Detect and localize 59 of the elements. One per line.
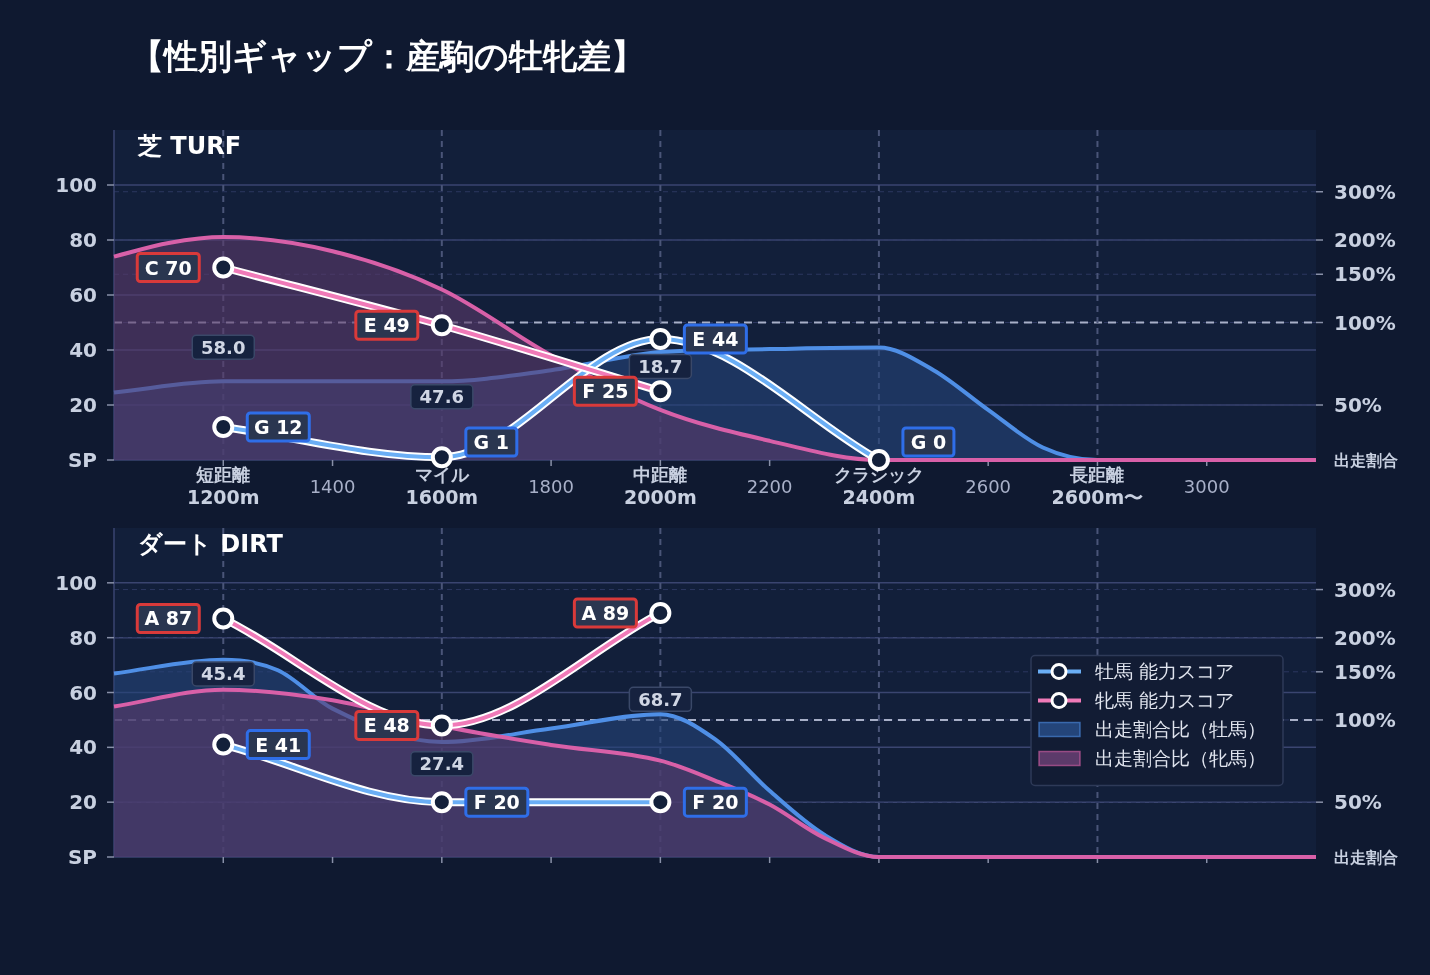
y2-axis-title: 出走割合 xyxy=(1334,451,1398,470)
y-tick-label: 40 xyxy=(69,735,97,760)
legend-label: 牝馬 能力スコア xyxy=(1095,688,1235,711)
chart-subtitle: ダート DIRT xyxy=(138,530,284,558)
data-label: F 25 xyxy=(582,380,629,403)
legend-label: 出走割合比（牡馬） xyxy=(1095,717,1266,740)
y-tick-label: 80 xyxy=(69,625,97,650)
data-label: E 49 xyxy=(363,314,410,337)
y2-tick-label: 50% xyxy=(1334,790,1382,815)
data-label: G 0 xyxy=(910,431,947,453)
data-label: F 20 xyxy=(473,791,520,814)
annotation: 58.0 xyxy=(201,336,246,358)
y-tick-label: 100 xyxy=(55,173,97,197)
y-tick-label: SP xyxy=(67,845,97,869)
y2-tick-label: 50% xyxy=(1334,393,1382,418)
x-tick-label: 長距離 2600m〜 xyxy=(1051,464,1144,508)
x-tick-label: 1400 xyxy=(309,476,356,497)
data-label: F 20 xyxy=(692,791,739,814)
data-label: A 87 xyxy=(144,607,193,630)
data-label: G 12 xyxy=(253,416,303,438)
annotation: 47.6 xyxy=(419,386,465,408)
data-label: G 1 xyxy=(473,431,510,453)
x-tick-label: 3000 xyxy=(1183,476,1230,497)
y2-tick-label: 200% xyxy=(1334,625,1396,650)
y-tick-label: SP xyxy=(67,448,97,472)
x-tick-label: 短距離 1200m xyxy=(186,464,260,508)
y-tick-label: 20 xyxy=(69,393,97,417)
y2-tick-label: 300% xyxy=(1334,179,1396,204)
y-tick-label: 60 xyxy=(69,283,97,307)
data-label: A 89 xyxy=(581,601,630,624)
x-tick-label: 中距離 2000m xyxy=(624,464,697,508)
chart-title: 【性別ギャップ：産駒の牡牝差】 xyxy=(130,36,645,76)
y-tick-label: 100 xyxy=(55,570,97,595)
annotation: 27.4 xyxy=(419,753,465,775)
y2-tick-label: 150% xyxy=(1334,659,1396,684)
y-tick-label: 40 xyxy=(69,338,97,362)
annotation: 18.7 xyxy=(638,356,683,377)
y2-axis-title: 出走割合 xyxy=(1334,848,1398,867)
x-tick-label: 2200 xyxy=(746,476,793,497)
y-tick-label: 60 xyxy=(69,680,97,705)
data-label: E 48 xyxy=(363,714,410,737)
y2-tick-label: 300% xyxy=(1334,577,1396,602)
data-label: C 70 xyxy=(144,256,192,279)
y2-tick-label: 200% xyxy=(1334,228,1396,253)
y-tick-label: 80 xyxy=(69,228,97,252)
annotation: 68.7 xyxy=(638,688,683,710)
legend-label: 牡馬 能力スコア xyxy=(1095,659,1235,682)
y-tick-label: 20 xyxy=(69,790,97,815)
y2-tick-label: 100% xyxy=(1334,310,1396,335)
y2-tick-label: 150% xyxy=(1334,262,1396,287)
x-tick-label: マイル 1600m xyxy=(405,464,479,508)
legend-label: 出走割合比（牝馬） xyxy=(1095,746,1266,769)
chart-subtitle: 芝 TURF xyxy=(137,132,242,160)
data-label: E 44 xyxy=(692,328,739,350)
y2-tick-label: 100% xyxy=(1334,707,1396,732)
x-tick-label: 1800 xyxy=(528,476,574,497)
data-label: E 41 xyxy=(255,733,302,756)
annotation: 45.4 xyxy=(201,663,246,685)
x-tick-label: 2600 xyxy=(965,476,1012,497)
